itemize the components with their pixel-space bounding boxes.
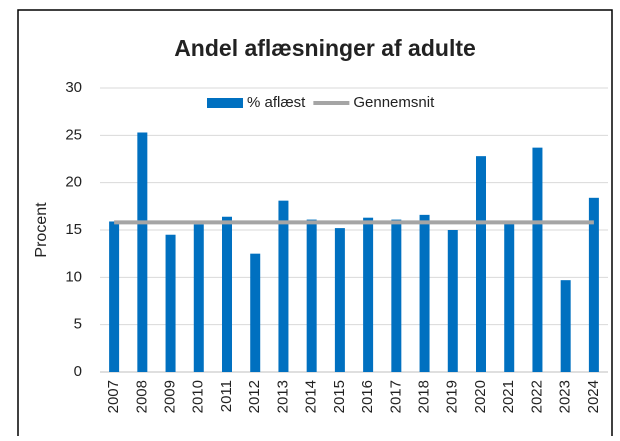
x-tick-label: 2022: [528, 380, 545, 413]
bar: [391, 219, 402, 372]
bar: [165, 234, 176, 372]
bar: [193, 224, 204, 372]
y-tick-label: 25: [65, 126, 82, 143]
bar: [588, 197, 599, 372]
chart-title: Andel aflæsninger af adulte: [174, 35, 476, 61]
bar: [109, 221, 120, 372]
x-tick-label: 2016: [359, 380, 376, 413]
bar: [250, 253, 261, 372]
x-tick-label: 2015: [331, 380, 348, 413]
x-tick-label: 2008: [133, 380, 150, 413]
bar: [476, 156, 486, 372]
x-tick-label: 2007: [105, 380, 122, 413]
chart-border: [17, 9, 613, 441]
x-tick-label: 2012: [246, 380, 263, 413]
x-tick-label: 2019: [444, 380, 461, 413]
bar: [447, 230, 458, 372]
legend-label: % aflæst: [247, 94, 306, 111]
x-tick-label: 2009: [162, 380, 179, 413]
y-tick-label: 0: [74, 363, 82, 380]
bar: [504, 223, 515, 372]
x-tick-label: 2021: [500, 380, 517, 413]
x-tick-label: 2023: [557, 380, 574, 413]
bar: [419, 214, 430, 372]
x-tick-label: 2024: [585, 380, 602, 413]
x-tick-label: 2011: [218, 380, 235, 412]
x-tick-label: 2020: [472, 380, 489, 413]
legend-label: Gennemsnit: [353, 94, 435, 111]
bar: [278, 200, 289, 372]
bar: [334, 228, 345, 372]
x-tick-label: 2013: [274, 380, 291, 413]
bar: [560, 280, 571, 372]
y-tick-label: 5: [74, 316, 82, 333]
legend-swatch: [207, 98, 243, 108]
x-tick-label: 2017: [387, 380, 404, 413]
bar: [532, 147, 543, 372]
bar: [137, 132, 148, 372]
y-tick-label: 15: [65, 221, 82, 238]
x-tick-label: 2010: [190, 380, 207, 413]
bar: [306, 219, 317, 372]
y-tick-label: 20: [65, 174, 82, 191]
bar: [222, 216, 232, 372]
x-tick-label: 2018: [416, 380, 433, 413]
y-tick-label: 10: [65, 268, 82, 285]
x-tick-label: 2014: [303, 380, 320, 413]
y-axis-label: Procent: [33, 202, 50, 258]
y-tick-label: 30: [65, 79, 82, 96]
bar: [363, 217, 374, 372]
